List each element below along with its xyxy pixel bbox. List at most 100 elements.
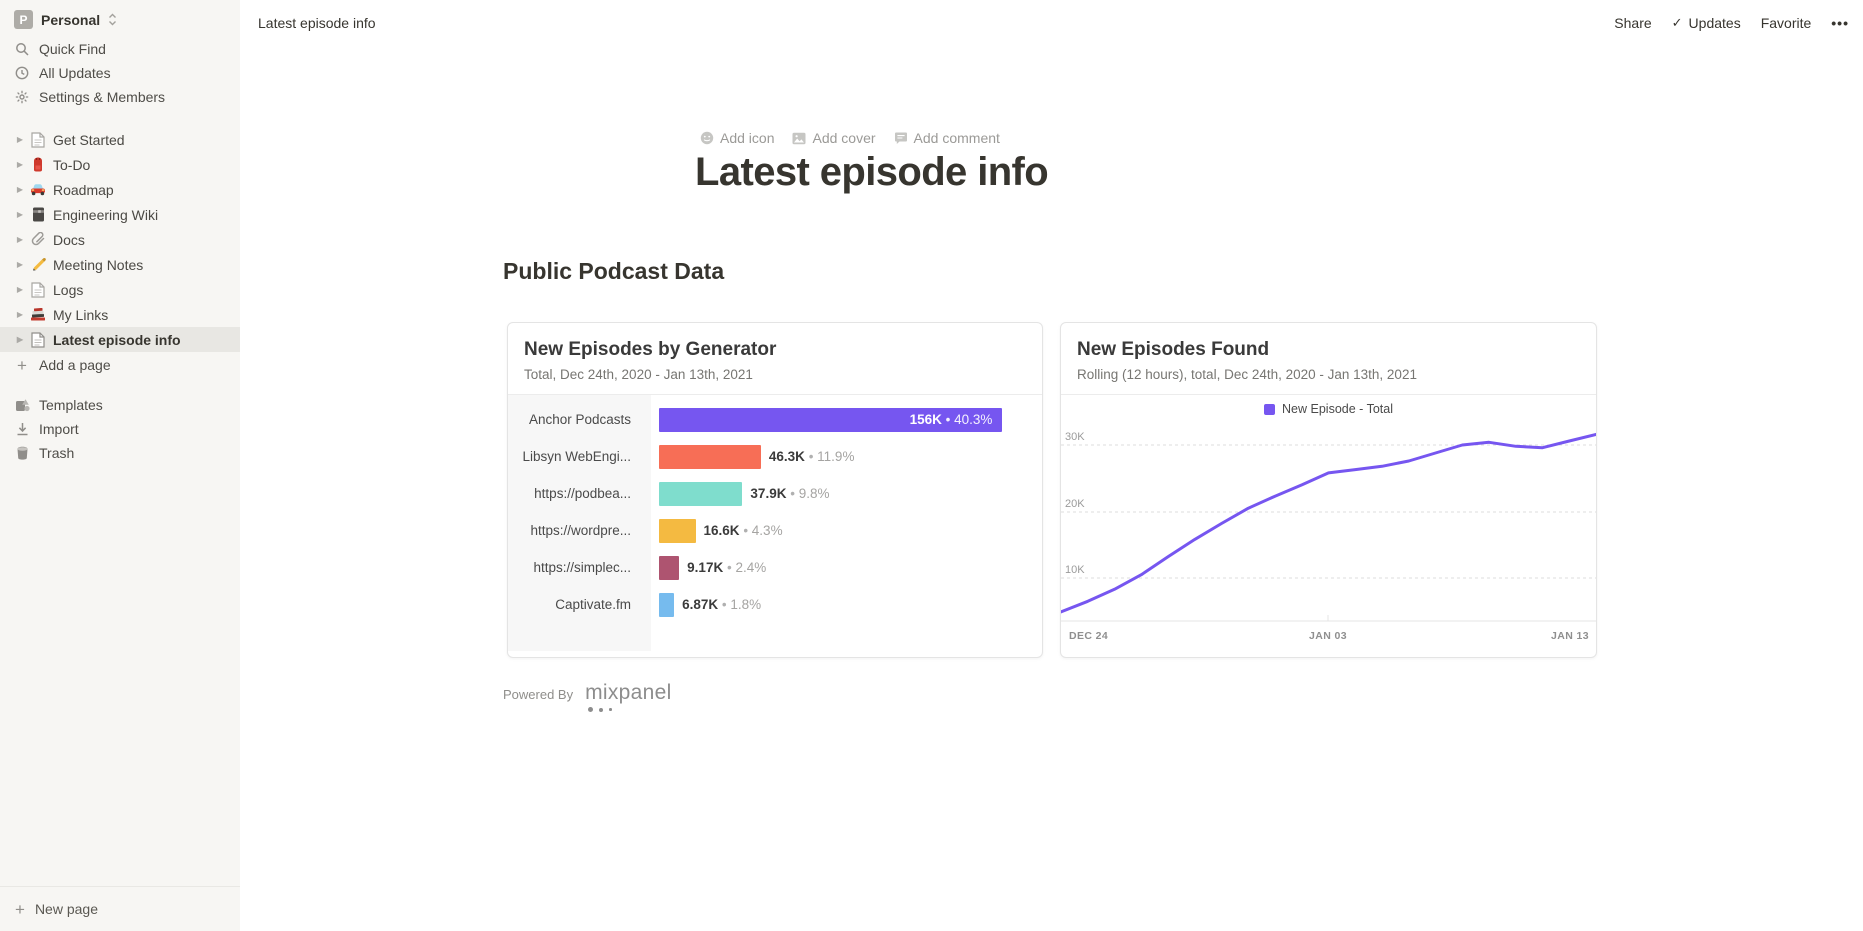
- toggle-triangle-icon[interactable]: ▶: [16, 285, 24, 294]
- sidebar-item-settings-members[interactable]: Settings & Members: [0, 85, 240, 109]
- sidebar-item-quick-find[interactable]: Quick Find: [0, 37, 240, 61]
- updates-label: Updates: [1688, 14, 1741, 31]
- x-tick-dec24: DEC 24: [1069, 630, 1108, 642]
- add-comment-button[interactable]: Add comment: [894, 130, 1000, 146]
- line-chart-subtitle: Rolling (12 hours), total, Dec 24th, 202…: [1077, 367, 1417, 382]
- bar-row: https://podbea... 37.9K • 9.8%: [508, 475, 1042, 512]
- smiley-icon: [700, 131, 714, 145]
- trash-icon: [14, 446, 30, 460]
- favorite-button[interactable]: Favorite: [1760, 14, 1812, 31]
- line-chart-title: New Episodes Found: [1077, 339, 1270, 360]
- bar-category-label: Libsyn WebEngi...: [522, 449, 631, 464]
- toggle-triangle-icon[interactable]: ▶: [16, 235, 24, 244]
- line-series: [1061, 432, 1596, 614]
- sidebar-page-latest-episode-info[interactable]: ▶ Latest episode info: [0, 327, 240, 352]
- bar-value-label: 6.87K • 1.8%: [682, 597, 762, 612]
- powered-by: Powered By mixpanel: [503, 682, 672, 712]
- backpack-icon: [29, 157, 47, 172]
- sidebar-item-label: Import: [39, 421, 79, 437]
- mixpanel-logo[interactable]: mixpanel: [585, 682, 671, 712]
- y-tick-10k: 10K: [1065, 564, 1085, 576]
- gear-icon: [14, 90, 30, 104]
- workspace-switcher[interactable]: P Personal: [0, 0, 240, 37]
- sidebar-page-logs[interactable]: ▶ Logs: [0, 277, 240, 302]
- toggle-triangle-icon[interactable]: ▶: [16, 160, 24, 169]
- notebook-icon: [29, 207, 47, 222]
- sidebar-page-label: Engineering Wiki: [53, 206, 159, 223]
- toggle-triangle-icon[interactable]: ▶: [16, 310, 24, 319]
- bar-value-label: 9.17K • 2.4%: [687, 560, 767, 575]
- bar: [659, 518, 696, 543]
- add-cover-button[interactable]: Add cover: [792, 130, 876, 146]
- new-page-button[interactable]: + New page: [0, 886, 240, 931]
- sidebar-page-docs[interactable]: ▶ Docs: [0, 227, 240, 252]
- sidebar-item-all-updates[interactable]: All Updates: [0, 61, 240, 85]
- y-tick-30k: 30K: [1065, 431, 1085, 443]
- bar-row: Captivate.fm 6.87K • 1.8%: [508, 586, 1042, 623]
- sidebar-page-engineering-wiki[interactable]: ▶ Engineering Wiki: [0, 202, 240, 227]
- toggle-triangle-icon[interactable]: ▶: [16, 335, 24, 344]
- toggle-triangle-icon[interactable]: ▶: [16, 260, 24, 269]
- bar: 156K • 40.3%: [659, 407, 1003, 432]
- mixpanel-dots-icon: [588, 707, 671, 712]
- pencil-icon: [29, 257, 47, 272]
- car-icon: [29, 183, 47, 196]
- main-content: Latest episode info Share ✓ Updates Favo…: [240, 0, 1863, 931]
- bar-rows: Anchor Podcasts 156K • 40.3% Libsyn WebEng…: [508, 401, 1042, 623]
- sidebar-page-to-do[interactable]: ▶ To-Do: [0, 152, 240, 177]
- clock-icon: [14, 66, 30, 80]
- bar-value-label: 16.6K • 4.3%: [703, 523, 783, 538]
- line-chart-header: New Episodes Found Rolling (12 hours), t…: [1061, 323, 1596, 395]
- sidebar-page-get-started[interactable]: ▶ Get Started: [0, 127, 240, 152]
- add-icon-button[interactable]: Add icon: [700, 130, 774, 146]
- bar-category-label: Anchor Podcasts: [528, 412, 631, 427]
- workspace-avatar: P: [14, 10, 33, 29]
- plus-icon: +: [15, 899, 25, 919]
- more-menu-button[interactable]: •••: [1831, 14, 1849, 31]
- powered-by-label: Powered By: [503, 687, 574, 702]
- toggle-triangle-icon[interactable]: ▶: [16, 185, 24, 194]
- line-chart-card: New Episodes Found Rolling (12 hours), t…: [1060, 322, 1597, 658]
- bar-category-label: https://wordpre...: [530, 523, 631, 538]
- sidebar-page-label: Get Started: [53, 131, 125, 148]
- sidebar-page-label: Docs: [53, 231, 85, 248]
- sidebar-page-meeting-notes[interactable]: ▶ Meeting Notes: [0, 252, 240, 277]
- sidebar-page-label: To-Do: [53, 156, 91, 173]
- bar-row: https://wordpre... 16.6K • 4.3%: [508, 512, 1042, 549]
- section-heading[interactable]: Public Podcast Data: [503, 258, 725, 284]
- updates-button[interactable]: ✓ Updates: [1672, 15, 1741, 31]
- sidebar-item-import[interactable]: Import: [0, 417, 240, 441]
- sidebar-item-templates[interactable]: Templates: [0, 393, 240, 417]
- sidebar-page-my-links[interactable]: ▶ My Links: [0, 302, 240, 327]
- comment-icon: [894, 132, 907, 144]
- bar: [659, 592, 675, 617]
- check-icon: ✓: [1671, 14, 1683, 30]
- bar-value-label: 156K • 40.3%: [909, 412, 993, 427]
- add-cover-label: Add cover: [812, 130, 876, 146]
- legend-label: New Episode - Total: [1282, 402, 1393, 416]
- page-icon: [29, 131, 47, 148]
- sidebar-item-label: Trash: [39, 445, 75, 461]
- bar-label-column: [508, 395, 651, 651]
- add-a-page-button[interactable]: + Add a page: [0, 353, 240, 377]
- toggle-triangle-icon[interactable]: ▶: [16, 210, 24, 219]
- bar-category-label: https://podbea...: [534, 486, 631, 501]
- new-page-label: New page: [34, 901, 98, 917]
- sidebar-item-label: All Updates: [39, 65, 111, 81]
- share-button[interactable]: Share: [1614, 14, 1652, 31]
- legend-swatch: [1264, 403, 1276, 415]
- breadcrumb[interactable]: Latest episode info: [258, 14, 376, 31]
- add-icon-label: Add icon: [720, 130, 775, 146]
- sidebar-page-label: Meeting Notes: [53, 256, 144, 273]
- image-icon: [792, 132, 806, 144]
- sidebar-page-label: Latest episode info: [53, 331, 181, 348]
- sidebar-item-trash[interactable]: Trash: [0, 441, 240, 465]
- bar: [659, 481, 743, 506]
- page-title[interactable]: Latest episode info: [695, 150, 1049, 194]
- chart-legend: New Episode - Total: [1061, 395, 1596, 423]
- x-tick-jan03: JAN 03: [1309, 630, 1347, 642]
- toggle-triangle-icon[interactable]: ▶: [16, 135, 24, 144]
- bar-category-label: https://simplec...: [533, 560, 631, 575]
- bar-value-label: 46.3K • 11.9%: [768, 449, 855, 464]
- sidebar-page-roadmap[interactable]: ▶ Roadmap: [0, 177, 240, 202]
